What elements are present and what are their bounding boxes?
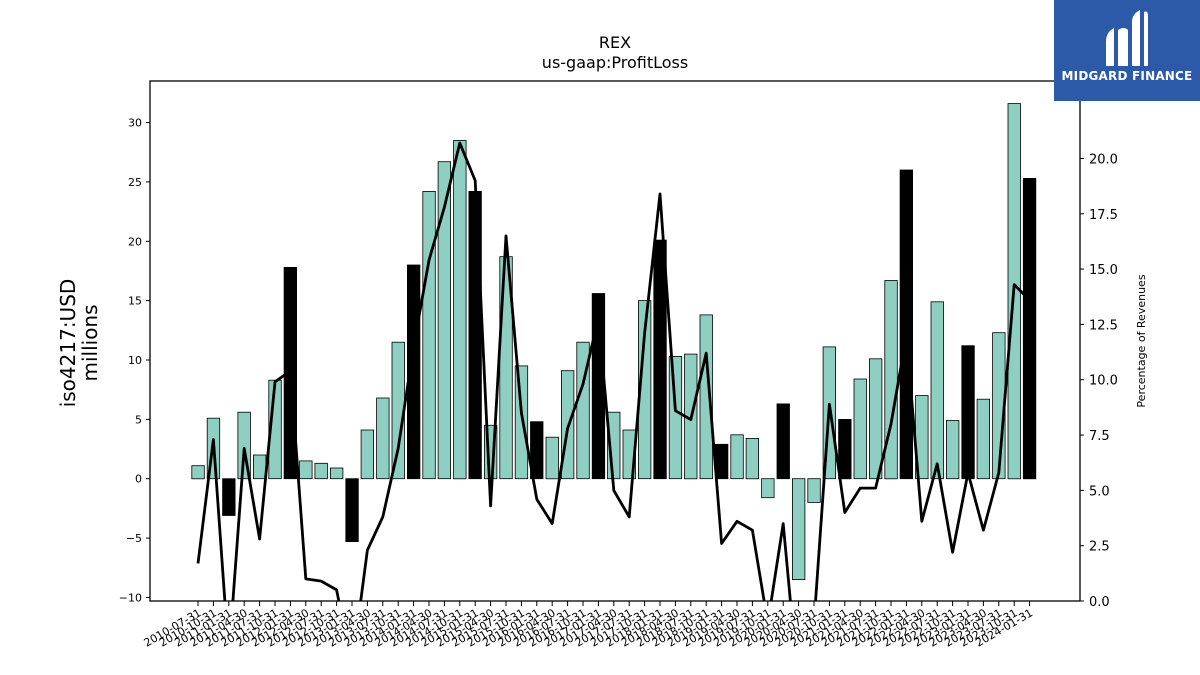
y-right-tick-label: 5.0: [1089, 484, 1110, 499]
bar: [468, 190, 482, 480]
bar: [946, 420, 960, 480]
bar: [1022, 177, 1037, 480]
y-right-tick-label: 10.0: [1089, 374, 1118, 389]
brand-name: MIDGARD FINANCE: [1061, 69, 1193, 83]
chart-subtitle: us-gaap:ProfitLoss: [542, 53, 688, 72]
bar: [853, 378, 867, 480]
bar: [930, 301, 944, 480]
bar: [360, 429, 375, 480]
chart-title: REX: [599, 33, 631, 52]
bar: [838, 418, 852, 480]
y-axis-left-label-line: millions: [78, 304, 102, 381]
y-right-tick-label: 12.5: [1089, 318, 1118, 333]
y-left-tick-label: 0: [135, 473, 142, 486]
bar: [437, 161, 452, 480]
bar: [345, 478, 359, 543]
bar: [191, 465, 205, 480]
bar: [668, 355, 683, 480]
bar: [807, 478, 821, 503]
bar: [422, 190, 436, 480]
bar: [761, 478, 775, 499]
y-right-tick-label: 17.5: [1089, 208, 1118, 223]
y-left-tick-label: 10: [128, 354, 142, 367]
bar: [776, 403, 790, 480]
y-right-tick-label: 7.5: [1089, 429, 1110, 444]
midgard-logo-icon: [1106, 10, 1148, 66]
bar: [252, 454, 267, 480]
y-left-tick-label: 15: [128, 295, 142, 308]
y-right-tick-label: 20.0: [1089, 152, 1118, 167]
y-left-tick-label: 30: [128, 117, 142, 130]
y-left-tick-label: 25: [128, 176, 142, 189]
bar: [699, 314, 713, 480]
bar: [406, 264, 421, 480]
bar: [792, 478, 806, 581]
bar: [530, 421, 544, 480]
plot-frame: [149, 80, 1081, 602]
bar: [869, 358, 883, 480]
bar: [638, 300, 652, 480]
bar: [653, 239, 667, 480]
bar: [884, 280, 898, 480]
y-left-tick-label: −10: [119, 591, 142, 604]
bar: [376, 397, 390, 480]
y-left-tick-label: 20: [128, 235, 142, 248]
bar: [299, 460, 313, 480]
y-left-tick-label: 5: [135, 413, 142, 426]
brand-logo: MIDGARD FINANCE: [1054, 0, 1200, 101]
bar: [329, 467, 344, 480]
bars-layer: [191, 103, 1037, 581]
axes-layer: −10 −5 0 5 10 15 20 25 30 0.0 2.5 5.0 7.5 10.0 12.5 15.…: [119, 80, 1118, 650]
y-axis-left-label-line: iso4217:USD: [56, 279, 80, 408]
bar: [745, 437, 759, 480]
bar: [514, 365, 529, 480]
y-right-tick-label: 0.0: [1089, 595, 1110, 610]
y-axis-left-label: iso4217:USDmillions: [56, 279, 102, 408]
bar: [545, 436, 559, 480]
y-right-tick-label: 15.0: [1089, 263, 1118, 278]
series-line: [196, 141, 1031, 601]
y-left-tick-label: −5: [126, 532, 142, 545]
bar: [899, 169, 913, 480]
line-layer: [196, 141, 1031, 601]
y-axis-right-label: Percentage of Revenues: [1135, 274, 1148, 407]
y-right-tick-label: 2.5: [1089, 540, 1110, 555]
bar: [976, 398, 990, 480]
bar: [730, 434, 744, 480]
bar: [222, 478, 236, 516]
bar: [961, 345, 975, 480]
bar: [314, 462, 328, 480]
bar: [453, 139, 467, 480]
